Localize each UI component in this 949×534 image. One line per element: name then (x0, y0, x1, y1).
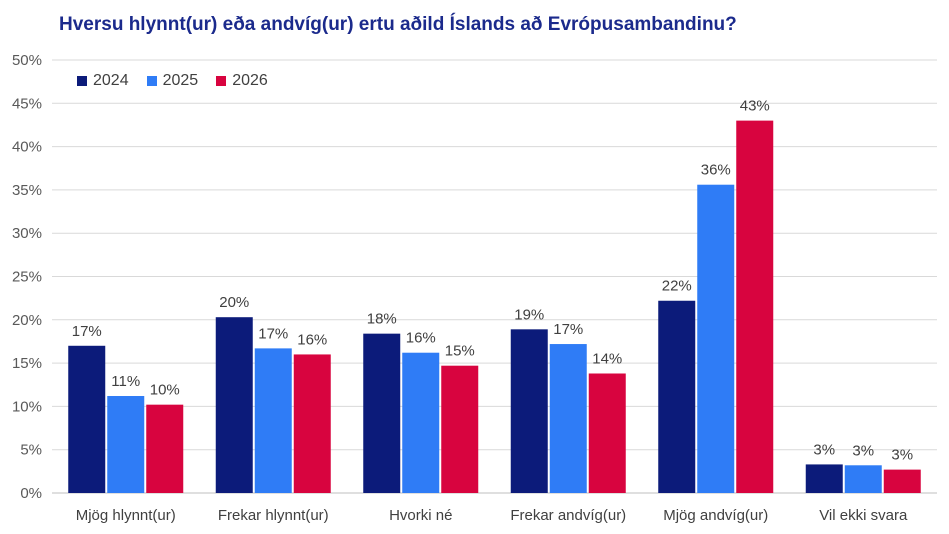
bar (588, 373, 626, 493)
bar (68, 345, 106, 493)
bar (107, 396, 145, 493)
y-tick-label: 45% (12, 95, 42, 112)
bar (883, 469, 921, 493)
x-tick-label: Frekar hlynnt(ur) (218, 507, 329, 524)
data-label: 20% (219, 294, 249, 311)
legend-label-2024: 2024 (93, 72, 129, 89)
legend-swatch-2025 (146, 76, 157, 86)
y-tick-label: 15% (12, 355, 42, 372)
y-tick-label: 30% (12, 225, 42, 242)
chart-title: Hversu hlynnt(ur) eða andvíg(ur) ertu að… (59, 14, 737, 35)
x-tick-label: Mjög andvíg(ur) (663, 507, 768, 524)
data-label: 22% (662, 278, 692, 295)
data-label: 17% (553, 321, 583, 338)
legend-item-2025: 2025 (146, 72, 199, 90)
y-tick-label: 20% (12, 312, 42, 329)
x-tick-label: Hvorki né (389, 507, 452, 524)
bar (402, 352, 440, 493)
data-label: 11% (111, 373, 140, 390)
bar (805, 464, 843, 493)
bar (549, 344, 587, 493)
y-tick-label: 35% (12, 182, 42, 199)
data-label: 17% (72, 323, 102, 340)
legend-item-2024: 2024 (77, 72, 129, 90)
x-tick-label: Vil ekki svara (819, 507, 908, 524)
legend-label-2026: 2026 (232, 72, 268, 89)
x-tick-label: Frekar andvíg(ur) (510, 507, 626, 524)
data-label: 17% (258, 325, 288, 342)
bar (697, 184, 735, 494)
legend-swatch-2026 (216, 76, 227, 86)
y-tick-label: 5% (20, 442, 42, 459)
bar (293, 354, 331, 493)
bar (510, 329, 548, 493)
data-label: 10% (150, 382, 180, 399)
data-label: 3% (852, 442, 874, 459)
data-label: 3% (891, 447, 913, 464)
y-tick-label: 25% (12, 269, 42, 286)
legend-label-2025: 2025 (162, 72, 199, 89)
bar (146, 404, 184, 493)
bar (254, 348, 292, 493)
bar (215, 317, 253, 493)
data-label: 19% (514, 306, 544, 323)
data-label: 15% (445, 343, 475, 360)
data-label: 16% (297, 331, 327, 348)
y-tick-label: 40% (12, 139, 42, 156)
data-label: 16% (406, 330, 436, 347)
data-label: 43% (740, 98, 770, 115)
data-label: 3% (813, 441, 835, 458)
bar (658, 300, 696, 493)
legend: 2024 2025 2026 (77, 72, 268, 90)
y-tick-label: 10% (12, 398, 42, 415)
legend-item-2026: 2026 (216, 72, 268, 90)
y-tick-label: 0% (20, 485, 42, 502)
data-label: 36% (701, 162, 731, 179)
data-label: 14% (592, 350, 622, 367)
x-tick-label: Mjög hlynnt(ur) (76, 507, 176, 524)
bar (736, 120, 774, 494)
y-tick-label: 50% (12, 52, 42, 69)
bar (441, 365, 479, 493)
bar (363, 333, 401, 493)
data-label: 18% (367, 311, 397, 328)
bar (844, 465, 882, 493)
legend-swatch-2024 (77, 76, 87, 86)
